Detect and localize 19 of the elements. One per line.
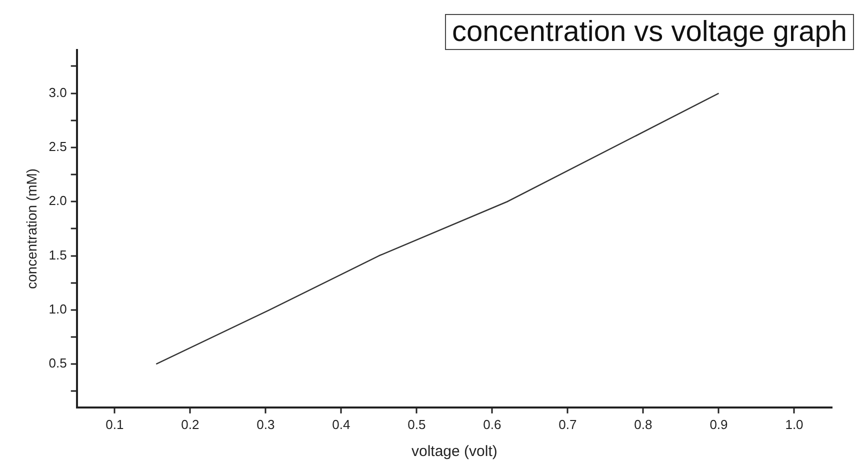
x-tick-label: 0.3: [256, 416, 275, 432]
y-tick-label: 1.0: [48, 302, 67, 317]
x-tick-label: 0.2: [181, 416, 200, 432]
x-tick-label: 0.1: [106, 416, 124, 432]
y-tick-label: 1.5: [48, 247, 67, 262]
y-axis-title: concentration (mM): [23, 168, 40, 289]
y-tick-label: 2.0: [48, 193, 67, 208]
x-tick-label: 0.6: [483, 416, 502, 432]
x-axis-title: voltage (volt): [412, 443, 498, 460]
x-tick-label: 1.0: [785, 416, 804, 432]
y-tick-label: 0.5: [48, 356, 67, 371]
x-tick-label: 0.5: [408, 416, 426, 432]
x-tick-label: 0.9: [710, 416, 728, 432]
y-tick-label: 3.0: [48, 84, 67, 100]
x-tick-label: 0.4: [332, 416, 350, 432]
chart-title: concentration vs voltage graph: [445, 14, 854, 50]
x-tick-label: 0.8: [634, 416, 652, 432]
x-tick-label: 0.7: [558, 416, 577, 432]
y-tick-label: 2.5: [48, 139, 67, 154]
